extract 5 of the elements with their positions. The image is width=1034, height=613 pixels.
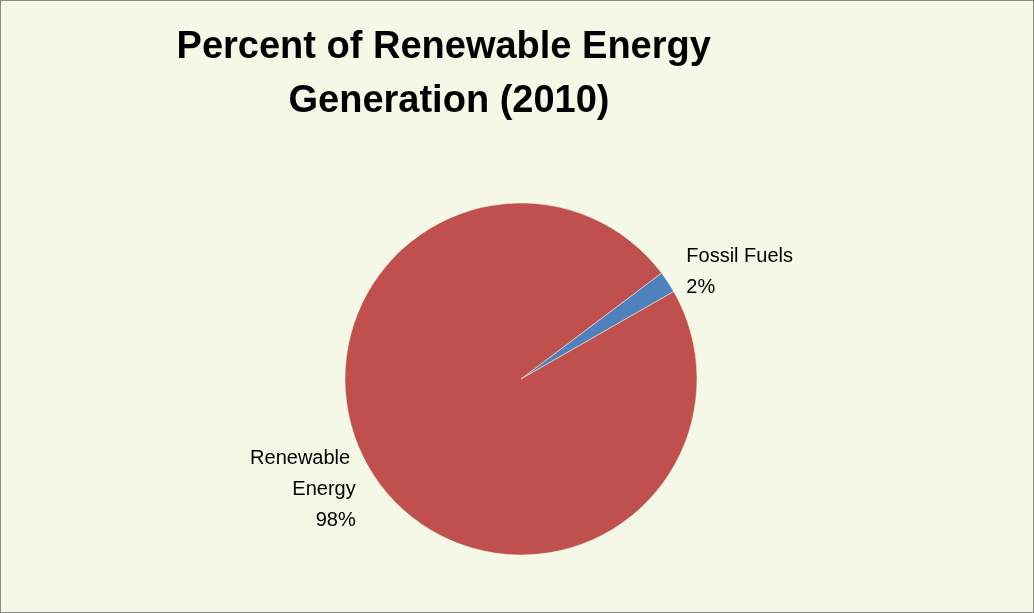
slice-label: Fossil Fuels bbox=[686, 243, 793, 266]
data-label: 98% bbox=[315, 508, 356, 530]
data-label: 2% bbox=[686, 274, 716, 297]
chart-title: Percent of Renewable Energy Generation (2010) bbox=[176, 24, 722, 120]
slice-label: Renewable Energy bbox=[250, 446, 356, 499]
